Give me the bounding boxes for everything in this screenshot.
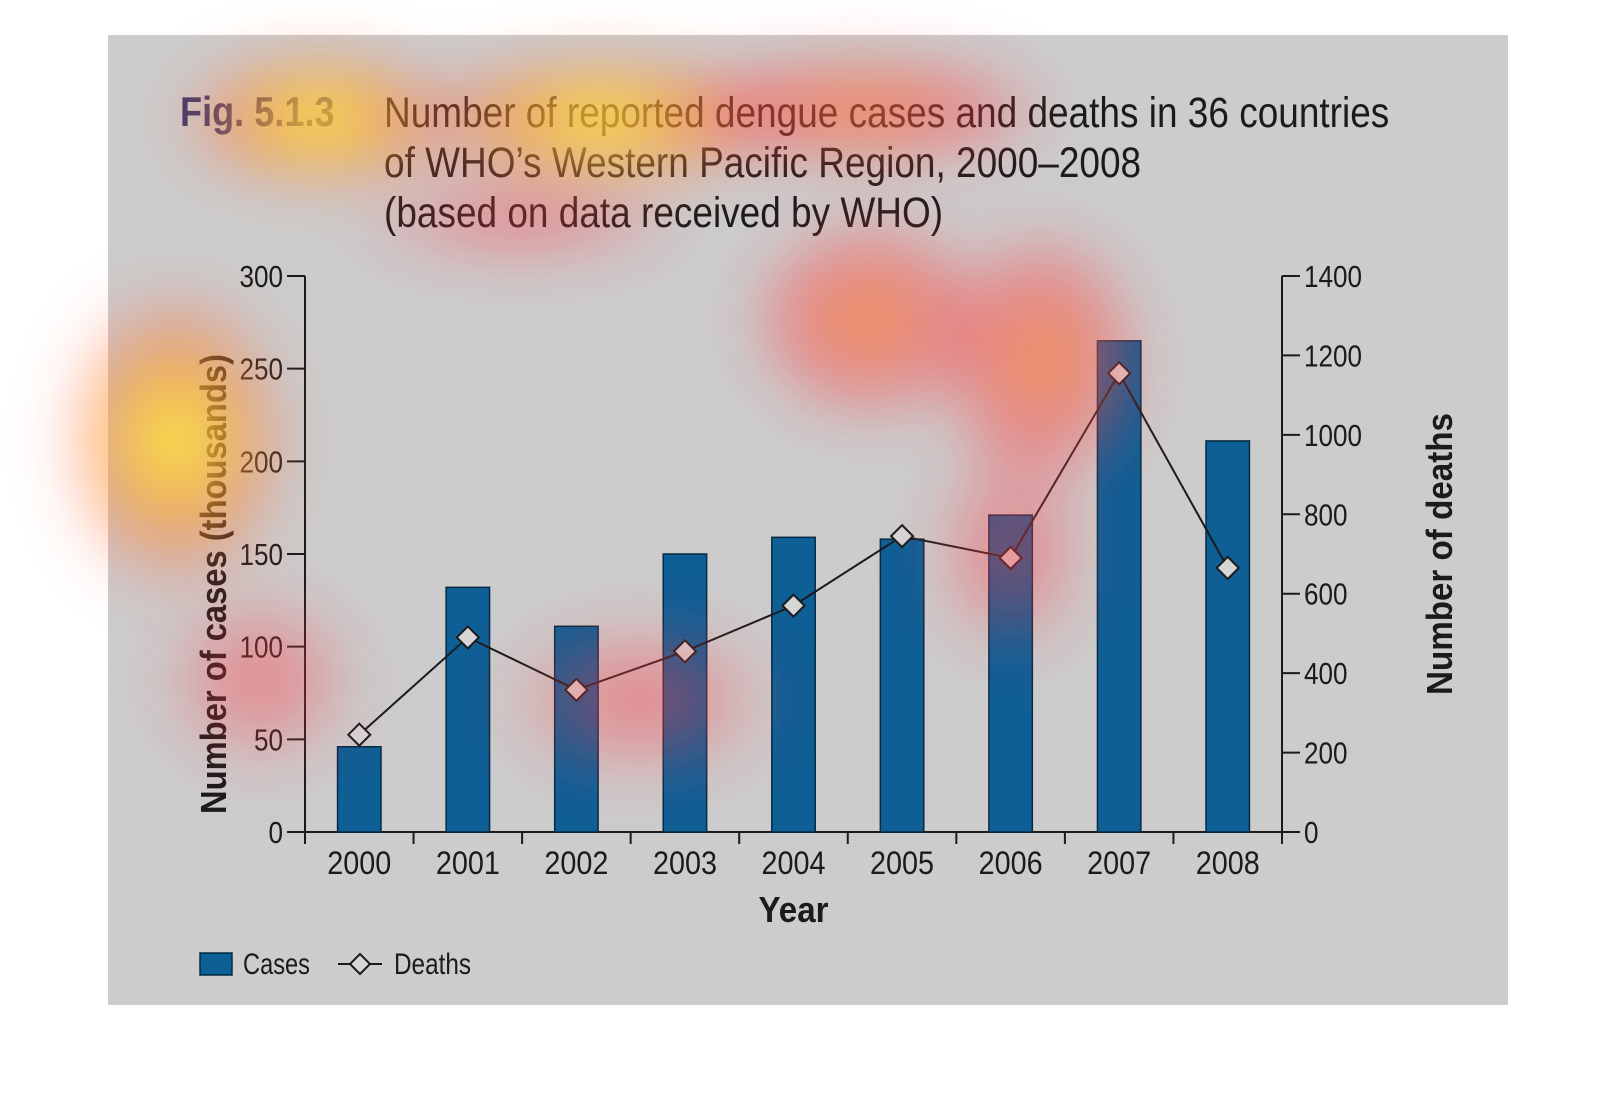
x-tick-label: 2007 bbox=[1087, 845, 1151, 881]
y-tick-label-right: 0 bbox=[1304, 815, 1319, 850]
y-tick-label-right: 600 bbox=[1304, 577, 1348, 612]
x-tick-label: 2001 bbox=[436, 845, 500, 881]
y-tick-label-left: 200 bbox=[240, 444, 284, 479]
x-tick-label: 2000 bbox=[327, 845, 391, 881]
y-tick-label-left: 150 bbox=[240, 537, 284, 572]
legend-label-cases: Cases bbox=[243, 948, 310, 981]
marker-deaths-2001 bbox=[455, 624, 481, 650]
x-axis-title: Year bbox=[759, 889, 829, 930]
bar-cases-2008 bbox=[1205, 440, 1251, 833]
y-tick-label-right: 1000 bbox=[1304, 418, 1362, 453]
bar-cases-2002 bbox=[553, 625, 599, 833]
legend-label-deaths: Deaths bbox=[394, 948, 471, 981]
legend-marker-deaths bbox=[348, 952, 372, 976]
bar-cases-2000 bbox=[336, 745, 382, 833]
x-tick-label: 2004 bbox=[762, 845, 826, 881]
y-tick-label-left: 250 bbox=[240, 352, 284, 387]
y-tick-label-left: 100 bbox=[240, 630, 284, 665]
x-tick-label: 2002 bbox=[544, 845, 608, 881]
x-tick-label: 2008 bbox=[1196, 845, 1260, 881]
y-tick-label-right: 400 bbox=[1304, 656, 1348, 691]
bar-cases-2003 bbox=[662, 553, 708, 833]
y-tick-label-right: 200 bbox=[1304, 736, 1348, 771]
y-axis-title-left: Number of cases (thousands) bbox=[193, 354, 234, 814]
bar-cases-2004 bbox=[771, 536, 816, 833]
x-tick-label: 2003 bbox=[653, 845, 717, 881]
marker-deaths-2005 bbox=[889, 523, 915, 549]
x-tick-label: 2006 bbox=[979, 845, 1043, 881]
y-tick-label-right: 800 bbox=[1304, 497, 1348, 532]
y-tick-label-left: 0 bbox=[269, 815, 284, 850]
y-tick-label-right: 1400 bbox=[1304, 259, 1362, 294]
y-tick-label-left: 300 bbox=[240, 259, 284, 294]
y-axis-title-right: Number of deaths bbox=[1419, 413, 1460, 695]
marker-deaths-2008 bbox=[1215, 555, 1241, 581]
x-tick-label: 2005 bbox=[870, 845, 934, 881]
legend-swatch-cases bbox=[199, 952, 233, 976]
bar-cases-2007 bbox=[1096, 340, 1142, 833]
bar-cases-2005 bbox=[879, 538, 925, 833]
y-tick-label-right: 1200 bbox=[1304, 338, 1362, 373]
bar-cases-2001 bbox=[445, 586, 491, 833]
y-tick-label-left: 50 bbox=[254, 722, 283, 757]
